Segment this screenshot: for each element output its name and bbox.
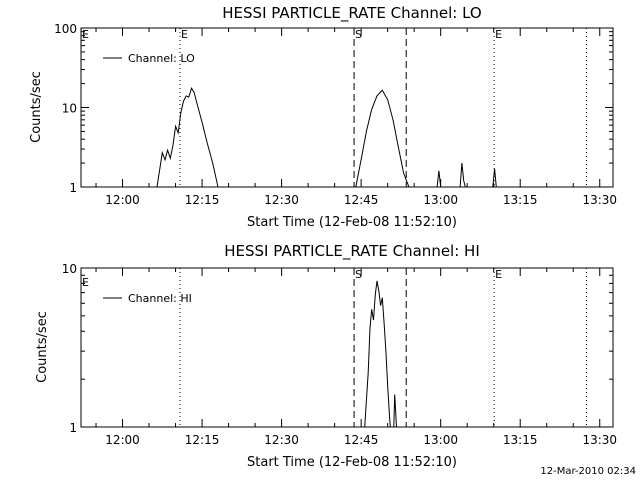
plot-frame <box>80 267 614 428</box>
series-group <box>364 280 397 428</box>
series-group <box>156 86 497 188</box>
legend-label: Channel: LO <box>128 52 195 65</box>
x-axis-label: Start Time (12-Feb-08 11:52:10) <box>247 215 457 230</box>
legend: Channel: LO <box>103 52 195 65</box>
x-tick-label: 12:30 <box>264 193 299 207</box>
event-label: E <box>181 28 188 41</box>
x-tick-label: 13:30 <box>582 193 617 207</box>
legend-label: Channel: HI <box>128 292 192 305</box>
x-tick-label: 13:15 <box>503 433 538 447</box>
chart-title: HESSI PARTICLE_RATE Channel: HI <box>224 242 480 261</box>
x-tick-label: 12:00 <box>105 433 140 447</box>
x-tick-label: 12:45 <box>344 193 379 207</box>
panel-lo: HESSI PARTICLE_RATE Channel: LO Start Ti… <box>29 4 617 230</box>
y-tick-label: 1 <box>69 421 77 435</box>
legend: Channel: HI <box>103 292 192 305</box>
x-axis-label: Start Time (12-Feb-08 11:52:10) <box>247 455 457 470</box>
event-label: S <box>355 268 362 281</box>
series-line <box>364 280 397 428</box>
y-axis-label: Counts/sec <box>29 71 44 143</box>
x-tick-label: 12:45 <box>344 433 379 447</box>
x-tick-label: 13:15 <box>503 193 538 207</box>
y-axis-label: Counts/sec <box>35 311 50 383</box>
x-tick-label: 12:15 <box>185 193 220 207</box>
y-tick-label: 100 <box>54 22 77 36</box>
panel-hi: HESSI PARTICLE_RATE Channel: HI Start Ti… <box>35 242 617 470</box>
axis-ticks: 12:00 12:15 12:30 12:45 13:00 13:15 13:30 1 10 10… <box>54 22 617 207</box>
x-tick-label: 13:00 <box>423 193 458 207</box>
footer-timestamp: 12-Mar-2010 02:34 <box>540 466 636 477</box>
event-label: E <box>495 268 502 281</box>
corner-label: E <box>82 276 89 289</box>
x-tick-label: 12:15 <box>185 433 220 447</box>
series-line <box>156 86 497 188</box>
chart-title: HESSI PARTICLE_RATE Channel: LO <box>222 4 481 23</box>
y-tick-label: 10 <box>62 102 77 116</box>
event-label: E <box>495 28 502 41</box>
x-tick-label: 12:30 <box>264 433 299 447</box>
x-tick-label: 13:30 <box>582 433 617 447</box>
axis-ticks: 12:00 12:15 12:30 12:45 13:00 13:15 13:30 1 10 <box>62 262 617 447</box>
y-tick-label: 1 <box>69 181 77 195</box>
y-tick-label: 10 <box>62 262 77 276</box>
event-label: S <box>355 28 362 41</box>
x-tick-label: 13:00 <box>423 433 458 447</box>
corner-label: E <box>82 28 89 41</box>
x-tick-label: 12:00 <box>105 193 140 207</box>
